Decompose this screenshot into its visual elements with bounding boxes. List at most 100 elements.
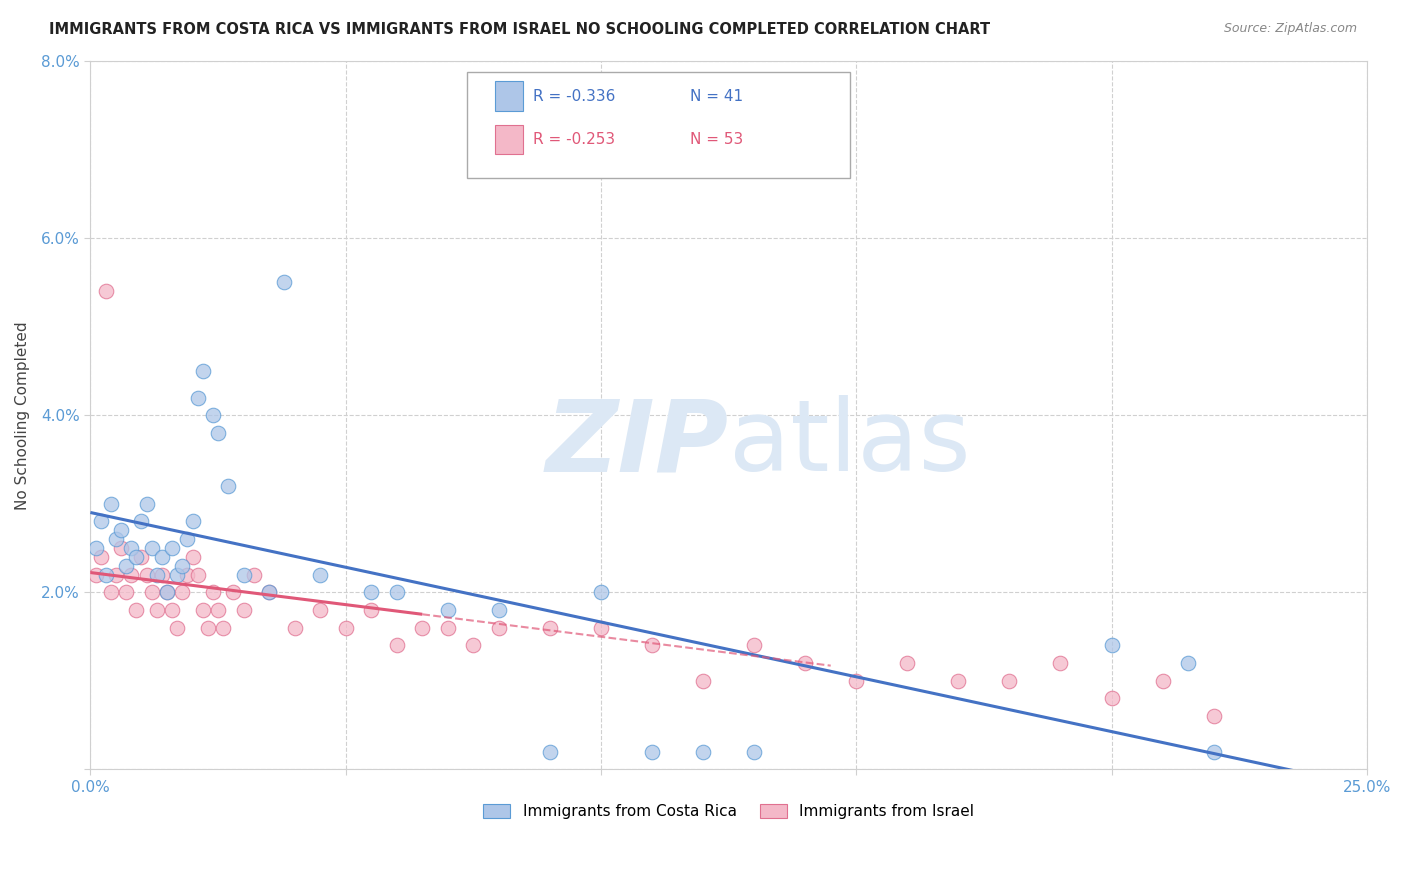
Point bbox=[385, 639, 408, 653]
Point bbox=[135, 567, 157, 582]
Point bbox=[212, 621, 235, 635]
Point bbox=[201, 408, 224, 422]
Point bbox=[692, 745, 714, 759]
Point bbox=[385, 585, 408, 599]
Point bbox=[284, 621, 307, 635]
Text: R = -0.253: R = -0.253 bbox=[533, 132, 616, 147]
Point bbox=[156, 585, 179, 599]
Point bbox=[187, 391, 209, 405]
Point bbox=[436, 603, 458, 617]
Point bbox=[141, 585, 163, 599]
Point bbox=[181, 549, 204, 564]
Point bbox=[166, 621, 188, 635]
Point bbox=[131, 549, 153, 564]
Point bbox=[110, 524, 132, 538]
Point bbox=[172, 558, 194, 573]
Point bbox=[94, 567, 117, 582]
Point bbox=[436, 621, 458, 635]
Point bbox=[538, 621, 561, 635]
Y-axis label: No Schooling Completed: No Schooling Completed bbox=[15, 321, 30, 509]
Point bbox=[463, 639, 485, 653]
Point bbox=[845, 673, 868, 688]
Point bbox=[104, 567, 127, 582]
FancyBboxPatch shape bbox=[495, 125, 523, 154]
Point bbox=[360, 603, 382, 617]
Point bbox=[100, 585, 122, 599]
Point bbox=[641, 639, 664, 653]
Point bbox=[84, 567, 107, 582]
Point bbox=[411, 621, 433, 635]
Point bbox=[1177, 656, 1199, 670]
Point bbox=[309, 603, 332, 617]
Legend: Immigrants from Costa Rica, Immigrants from Israel: Immigrants from Costa Rica, Immigrants f… bbox=[477, 798, 980, 825]
Point bbox=[156, 585, 179, 599]
Point bbox=[181, 515, 204, 529]
Point bbox=[1202, 745, 1225, 759]
Point bbox=[110, 541, 132, 555]
Point bbox=[131, 515, 153, 529]
FancyBboxPatch shape bbox=[495, 81, 523, 112]
Text: N = 53: N = 53 bbox=[690, 132, 744, 147]
Point bbox=[998, 673, 1021, 688]
Point bbox=[120, 541, 142, 555]
Point bbox=[115, 585, 138, 599]
Point bbox=[488, 603, 510, 617]
Point bbox=[125, 603, 148, 617]
Point bbox=[166, 567, 188, 582]
Point bbox=[948, 673, 970, 688]
Text: ZIP: ZIP bbox=[546, 395, 728, 492]
Point bbox=[232, 567, 254, 582]
Text: R = -0.336: R = -0.336 bbox=[533, 88, 616, 103]
Point bbox=[150, 567, 173, 582]
Point bbox=[146, 603, 169, 617]
Point bbox=[115, 558, 138, 573]
Point bbox=[222, 585, 245, 599]
Point bbox=[273, 276, 295, 290]
Point bbox=[90, 549, 112, 564]
Point bbox=[257, 585, 280, 599]
FancyBboxPatch shape bbox=[467, 71, 849, 178]
Point bbox=[742, 639, 765, 653]
Point bbox=[243, 567, 266, 582]
Point bbox=[335, 621, 357, 635]
Point bbox=[201, 585, 224, 599]
Point bbox=[160, 603, 183, 617]
Point bbox=[488, 621, 510, 635]
Point bbox=[135, 497, 157, 511]
Point bbox=[191, 603, 214, 617]
Point bbox=[94, 285, 117, 299]
Point bbox=[141, 541, 163, 555]
Point bbox=[1152, 673, 1174, 688]
Point bbox=[1202, 709, 1225, 723]
Point bbox=[1101, 639, 1123, 653]
Point bbox=[309, 567, 332, 582]
Text: atlas: atlas bbox=[728, 395, 970, 492]
Point bbox=[176, 567, 198, 582]
Point bbox=[146, 567, 169, 582]
Point bbox=[538, 745, 561, 759]
Point bbox=[896, 656, 918, 670]
Point bbox=[360, 585, 382, 599]
Text: N = 41: N = 41 bbox=[690, 88, 744, 103]
Point bbox=[197, 621, 219, 635]
Text: Source: ZipAtlas.com: Source: ZipAtlas.com bbox=[1223, 22, 1357, 36]
Point bbox=[232, 603, 254, 617]
Point bbox=[150, 549, 173, 564]
Point bbox=[589, 621, 612, 635]
Point bbox=[90, 515, 112, 529]
Point bbox=[176, 532, 198, 546]
Point bbox=[172, 585, 194, 599]
Point bbox=[742, 745, 765, 759]
Point bbox=[120, 567, 142, 582]
Point bbox=[794, 656, 817, 670]
Point bbox=[1049, 656, 1071, 670]
Point bbox=[217, 479, 239, 493]
Point bbox=[100, 497, 122, 511]
Point bbox=[589, 585, 612, 599]
Point bbox=[1101, 691, 1123, 706]
Point bbox=[257, 585, 280, 599]
Point bbox=[104, 532, 127, 546]
Point bbox=[125, 549, 148, 564]
Point bbox=[84, 541, 107, 555]
Point bbox=[207, 603, 229, 617]
